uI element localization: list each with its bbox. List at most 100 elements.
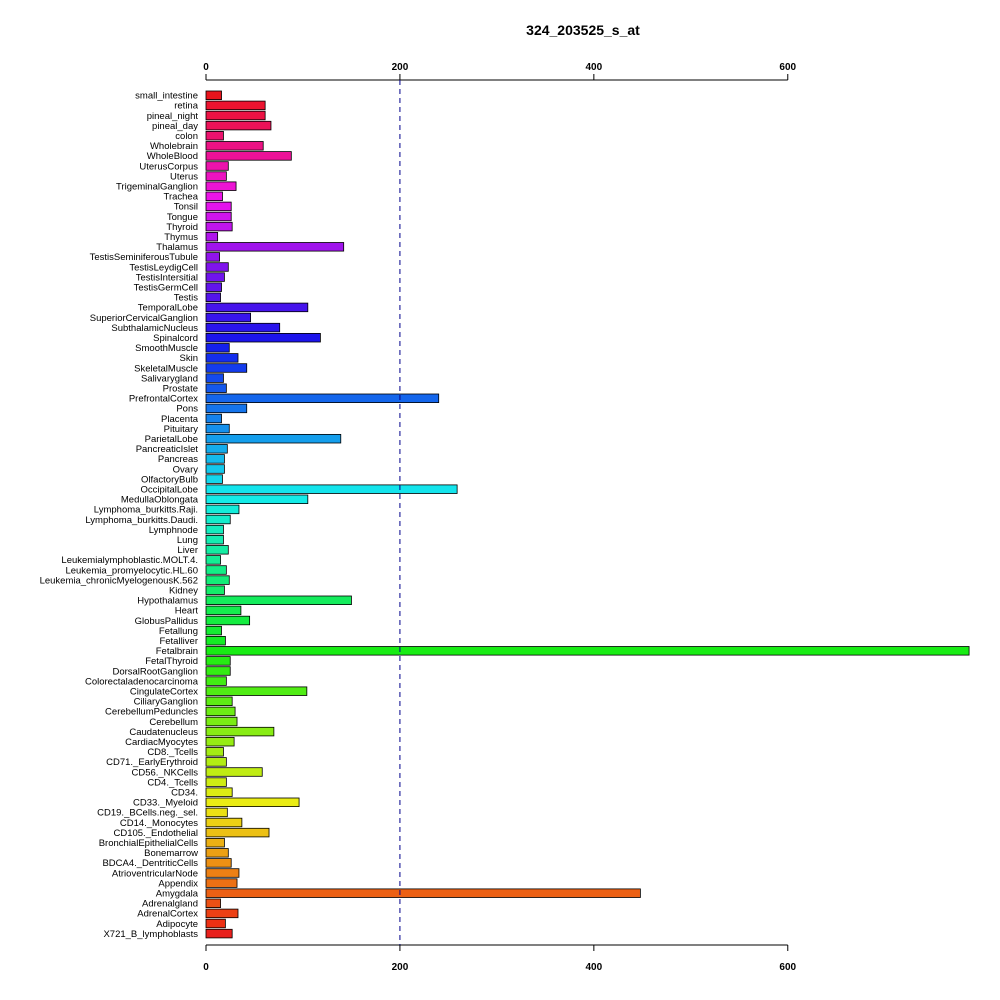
category-label: Prostate <box>163 384 198 395</box>
category-label: Kidney <box>169 586 198 597</box>
bar <box>205 817 243 828</box>
bar <box>205 100 266 111</box>
bar <box>205 767 263 777</box>
bar <box>205 595 352 606</box>
bar <box>205 878 238 888</box>
category-label: FetalThyroid <box>145 656 198 667</box>
bar <box>205 524 224 535</box>
category-label: CD34. <box>171 788 198 799</box>
bar <box>205 494 309 505</box>
bar <box>205 353 239 363</box>
category-label: Caudatenucleus <box>129 727 198 738</box>
bar <box>205 686 308 696</box>
category-label: CD8._Tcells <box>147 747 198 758</box>
bar <box>205 252 220 262</box>
category-label: colon <box>175 131 198 142</box>
category-label: SmoothMuscle <box>135 343 198 354</box>
bar <box>205 747 224 757</box>
bar <box>205 161 229 171</box>
bar <box>205 504 240 515</box>
category-label: CiliaryGanglion <box>134 697 198 708</box>
bar <box>205 908 239 919</box>
category-label: Lymphoma_burkitts.Raji. <box>94 505 198 516</box>
tick-label: 0 <box>203 962 209 973</box>
bar <box>205 757 227 767</box>
bar <box>205 605 242 616</box>
category-label: pineal_day <box>152 121 198 132</box>
bar <box>205 858 232 868</box>
category-label: Skin <box>180 353 198 364</box>
bar <box>205 787 233 797</box>
bar <box>205 272 225 282</box>
bar <box>205 585 225 595</box>
category-label: GlobusPallidus <box>135 616 199 627</box>
bar <box>205 332 321 343</box>
category-label: Leukemia_promyelocytic.HL.60 <box>65 565 198 576</box>
tick-label: 400 <box>586 962 603 973</box>
category-label: Heart <box>175 606 199 617</box>
category-label: CerebellumPeduncles <box>105 707 198 718</box>
bar <box>205 393 440 404</box>
category-label: Tongue <box>167 212 198 223</box>
category-label: TestisLeydigCell <box>129 262 198 273</box>
bar <box>205 363 248 373</box>
category-label: Bonemarrow <box>144 848 198 859</box>
category-label: Spinalcord <box>153 333 198 344</box>
bar <box>205 464 225 474</box>
bar <box>205 403 248 414</box>
bar <box>205 888 641 898</box>
category-label: Lung <box>177 535 198 546</box>
category-label: Thymus <box>164 232 198 243</box>
bar <box>205 413 222 424</box>
bar <box>205 90 222 101</box>
bar <box>205 444 228 454</box>
x-axis-top: 0 200 400 600 <box>203 62 797 81</box>
bar <box>205 130 224 141</box>
tick-label: 0 <box>203 62 209 73</box>
bar <box>205 646 970 656</box>
bar <box>205 201 232 212</box>
bar <box>205 615 251 626</box>
category-label: TemporalLobe <box>138 303 198 314</box>
bar <box>205 141 264 151</box>
category-label: SkeletalMuscle <box>134 363 198 374</box>
category-label: Amygdala <box>156 889 199 900</box>
bar <box>205 797 300 808</box>
category-label: Wholebrain <box>150 141 198 152</box>
category-label: small_intestine <box>135 91 198 102</box>
bar <box>205 726 275 737</box>
bar <box>205 625 222 636</box>
bar <box>205 343 230 353</box>
bar <box>205 262 229 272</box>
category-label: Leukemia_chronicMyelogenousK.562 <box>40 575 198 586</box>
x-axis-bottom: 0 200 400 600 <box>203 944 797 973</box>
bar <box>205 898 221 909</box>
bar <box>205 827 270 838</box>
category-label: Adrenalgland <box>142 899 198 910</box>
category-label: Placenta <box>161 414 199 425</box>
bar <box>205 120 272 131</box>
category-label: Cerebellum <box>149 717 198 728</box>
category-label: CD105._Endothelial <box>113 828 198 839</box>
category-label: CD19._BCells.neg._sel. <box>97 808 198 819</box>
bar <box>205 423 230 434</box>
category-label: ParietalLobe <box>145 434 198 445</box>
category-label: Thyroid <box>166 222 198 233</box>
category-label: Fetalliver <box>159 636 198 647</box>
bar <box>205 848 229 858</box>
category-label: Lymphnode <box>149 525 198 536</box>
bar <box>205 221 233 232</box>
category-label: WholeBlood <box>147 151 198 162</box>
bar <box>205 545 229 555</box>
category-label: DorsalRootGanglion <box>112 666 198 677</box>
category-label: Tonsil <box>174 202 198 213</box>
category-label: Appendix <box>158 878 198 889</box>
bar <box>205 656 231 666</box>
category-label: BronchialEpithelialCells <box>99 838 199 849</box>
category-label: Testis <box>174 293 199 304</box>
bar <box>205 565 227 575</box>
category-label: OlfactoryBulb <box>141 474 198 485</box>
category-label: pineal_night <box>147 111 199 122</box>
category-label: AtrioventricularNode <box>112 868 198 879</box>
bars-group <box>205 90 970 939</box>
